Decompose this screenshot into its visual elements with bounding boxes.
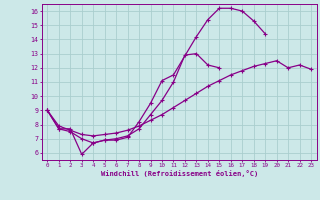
X-axis label: Windchill (Refroidissement éolien,°C): Windchill (Refroidissement éolien,°C) — [100, 170, 258, 177]
